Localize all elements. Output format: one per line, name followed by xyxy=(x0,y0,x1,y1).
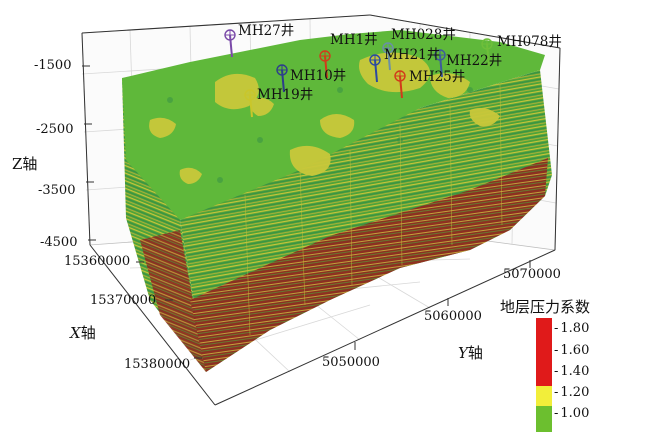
well-head-cross xyxy=(395,71,405,81)
top-surface-speckles xyxy=(167,87,473,183)
legend-title: 地层压力系数 xyxy=(500,298,591,316)
well-head-cross xyxy=(435,50,445,60)
x-tick-label: 15370000 xyxy=(90,293,157,308)
well-marker xyxy=(369,54,381,83)
axis-frame xyxy=(81,14,561,406)
well-marker xyxy=(276,64,288,93)
legend-colorbar xyxy=(536,318,552,432)
y-tick-label: 5050000 xyxy=(322,355,380,370)
z-tick-label: -2500 xyxy=(36,122,74,137)
y-axis-title: Y轴 xyxy=(458,342,483,363)
y-tick-label: 5070000 xyxy=(503,267,561,282)
x-axis-title-var: X xyxy=(70,324,81,342)
legend-tick: 1.60 xyxy=(554,343,589,358)
well-head-cross xyxy=(245,90,255,100)
legend-band-mid xyxy=(536,386,552,406)
well-label: MH25井 xyxy=(409,69,466,85)
well-head-cross xyxy=(320,51,330,61)
well-label: MH1井 xyxy=(330,32,378,48)
well-label: MH27井 xyxy=(238,23,295,39)
model-front-face-deep xyxy=(190,158,548,372)
well-head-cross xyxy=(370,55,380,65)
x-axis-title: X轴 xyxy=(70,322,96,343)
legend-tick: 1.20 xyxy=(554,385,589,400)
legend-tick: 1.00 xyxy=(554,406,589,421)
x-axis-title-suffix: 轴 xyxy=(80,324,96,342)
y-tick-label: 5060000 xyxy=(424,309,482,324)
z-tick-label: -3500 xyxy=(38,183,76,198)
z-tick-label: -4500 xyxy=(40,235,78,250)
well-marker xyxy=(434,49,446,78)
well-head-cross xyxy=(482,39,492,49)
well-marker xyxy=(244,89,256,118)
well-marker xyxy=(224,29,236,58)
well-label: MH10井 xyxy=(290,68,347,84)
y-axis-title-var: Y xyxy=(458,344,468,362)
legend-tick: 1.80 xyxy=(554,321,589,336)
well-label: MH078井 xyxy=(497,34,562,50)
legend-band-high xyxy=(536,318,552,386)
well-head-cross xyxy=(225,30,235,40)
well-marker xyxy=(382,42,394,71)
well-label: MH21井 xyxy=(384,47,441,63)
top-surface-patches xyxy=(149,52,500,184)
model-left-face-deep xyxy=(140,230,206,372)
legend-band-low xyxy=(536,406,552,432)
y-axis-title-suffix: 轴 xyxy=(467,344,483,362)
fault-lines xyxy=(244,84,503,336)
well-head-cross xyxy=(277,65,287,75)
well-head-cross xyxy=(383,43,393,53)
well-marker xyxy=(394,70,406,99)
x-tick-label: 15380000 xyxy=(124,357,191,372)
well-label: MH028井 xyxy=(391,27,456,43)
well-marker xyxy=(319,50,331,79)
well-label: MH22井 xyxy=(446,53,503,69)
well-marker xyxy=(481,38,493,67)
well-label: MH19井 xyxy=(257,87,314,103)
z-axis-title: Z轴 xyxy=(12,155,38,173)
z-tick-label: -1500 xyxy=(34,58,72,73)
x-tick-label: 15360000 xyxy=(64,254,131,269)
legend-tick: 1.40 xyxy=(554,364,589,379)
well-markers xyxy=(224,29,493,118)
axis-ticks xyxy=(82,65,531,359)
